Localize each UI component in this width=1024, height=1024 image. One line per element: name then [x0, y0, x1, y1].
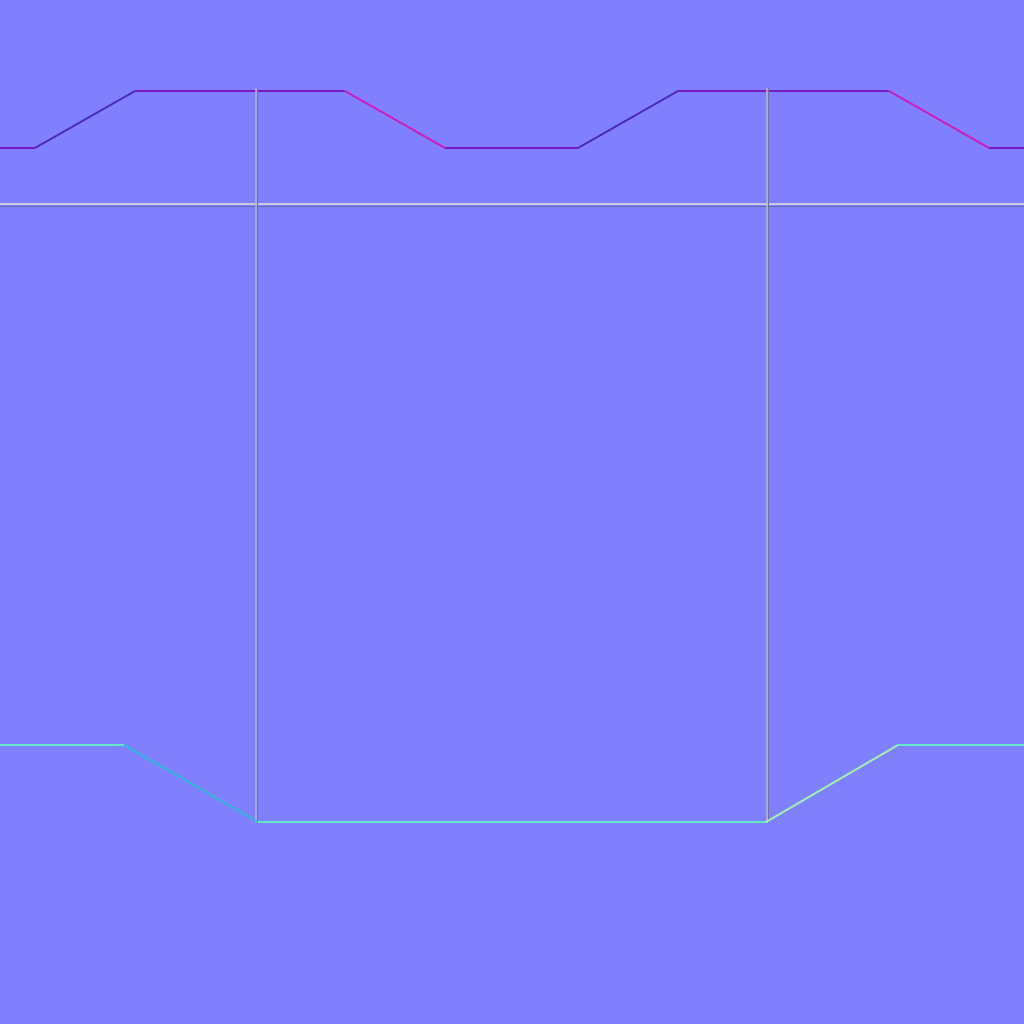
top-rising-slope — [34, 90, 136, 149]
top-rising-slope — [577, 90, 679, 149]
top-falling-slope — [888, 90, 990, 149]
bottom-rising-slope — [765, 744, 899, 823]
top-falling-slope — [344, 90, 446, 149]
horizontal-seam — [0, 203, 1024, 207]
vertical-seams — [255, 88, 769, 823]
bottom-falling-slope — [123, 744, 259, 823]
top-edge-profile — [0, 90, 1024, 149]
bottom-edge-profile — [0, 744, 1024, 823]
